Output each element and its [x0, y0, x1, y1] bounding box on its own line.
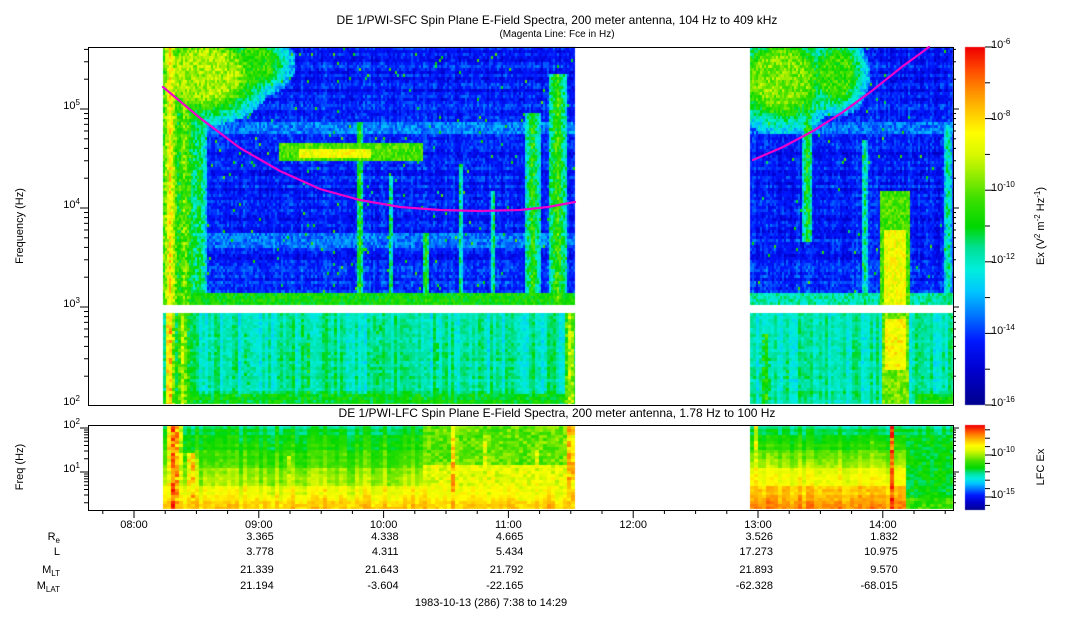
ephemeris-value: 10.975 [864, 546, 898, 558]
sfc-panel-subtitle: (Magenta Line: Fce in Hz) [499, 29, 615, 40]
ephemeris-value: 4.311 [371, 546, 399, 558]
sfc-y-axis-label: Frequency (Hz) [14, 188, 26, 264]
ephemeris-value: 21.792 [489, 564, 524, 576]
lfc-y-axis-label: Freq (Hz) [14, 443, 26, 491]
xtick-label: 11:00 [495, 519, 522, 531]
lfc-panel-title: DE 1/PWI-LFC Spin Plane E-Field Spectra,… [338, 406, 776, 420]
lfc-colorbar-tick-label: 10-15 [991, 487, 1015, 501]
xtick-label: 10:00 [369, 519, 398, 531]
ephemeris-value: -62.328 [735, 580, 773, 592]
lfc-ytick-label: 102 [63, 417, 80, 431]
ephemeris-value: 3.526 [745, 531, 773, 543]
ephemeris-value: 3.778 [246, 546, 274, 558]
ephemeris-value: 17.273 [739, 546, 773, 558]
ephemeris-row-label: MLT [42, 564, 60, 578]
lfc-ytick-label: 101 [63, 461, 80, 475]
xtick-label: 09:00 [245, 519, 273, 531]
sfc-colorbar-tick-label: 10-6 [991, 37, 1011, 51]
sfc-colorbar-label: Ex (V2 m-2 Hz-1) [1033, 186, 1047, 266]
ephemeris-row-label: MLAT [36, 580, 60, 594]
ephemeris-value: 9.570 [870, 564, 898, 576]
sfc-colorbar-tick-label: 10-12 [991, 251, 1015, 266]
xtick-label: 12:00 [619, 519, 647, 531]
ephemeris-value: 21.194 [240, 580, 274, 592]
xtick-label: 08:00 [120, 519, 148, 531]
ephemeris-row-label: Re [47, 531, 60, 545]
ephemeris-value: 5.434 [495, 546, 524, 558]
xtick-label: 14:00 [869, 519, 897, 531]
sfc-ytick-label: 102 [63, 394, 80, 408]
ephemeris-value: -68.015 [860, 580, 898, 592]
ephemeris-value: 4.338 [371, 531, 399, 543]
ephemeris-value: 21.339 [240, 564, 274, 576]
ephemeris-value: 4.665 [495, 531, 524, 543]
sfc-ytick-label: 105 [63, 98, 80, 112]
lfc-colorbar-tick-label: 10-10 [991, 445, 1015, 459]
ephemeris-value: 21.893 [739, 564, 773, 576]
ephemeris-row-label: L [53, 546, 60, 558]
ephemeris-value: 21.643 [364, 564, 399, 576]
xtick-label: 13:00 [744, 519, 772, 531]
sfc-colorbar-tick-label: 10-14 [991, 323, 1015, 338]
sfc-colorbar-tick-label: 10-10 [991, 180, 1015, 195]
sfc-colorbar-tick-label: 10-16 [991, 395, 1015, 409]
ephemeris-value: 1.832 [870, 531, 898, 543]
lfc-colorbar-label: LFC Ex [1035, 448, 1047, 486]
footer-date-range: 1983-10-13 (286) 7:38 to 14:29 [414, 597, 568, 609]
ephemeris-value: -22.165 [486, 580, 524, 592]
ephemeris-value: -3.604 [367, 580, 399, 592]
sfc-colorbar-tick-label: 10-8 [991, 108, 1011, 123]
sfc-ytick-label: 104 [63, 197, 80, 211]
sfc-panel-title: DE 1/PWI-SFC Spin Plane E-Field Spectra,… [336, 13, 778, 27]
ephemeris-value: 3.365 [246, 531, 274, 543]
sfc-ytick-label: 103 [63, 296, 80, 310]
